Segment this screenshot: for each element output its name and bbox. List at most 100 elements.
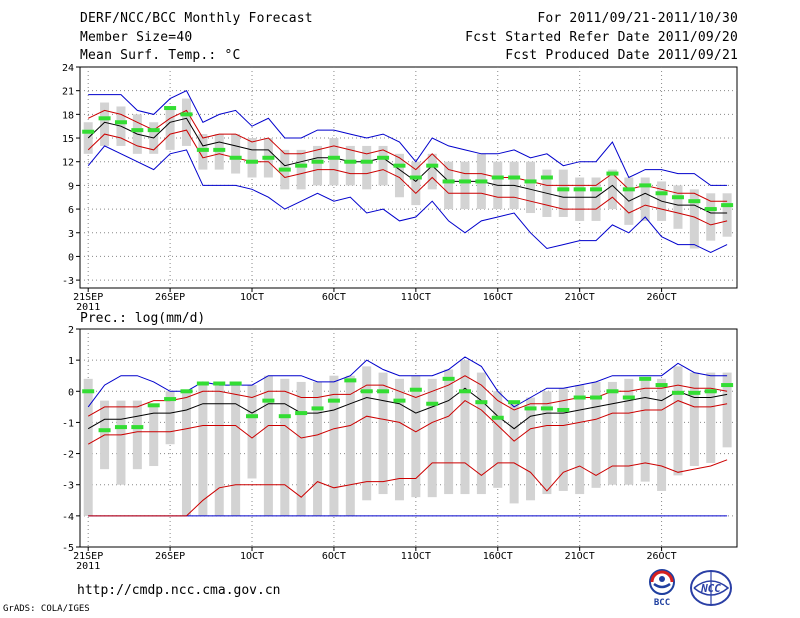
prec-spread-box (460, 360, 470, 495)
temp-spread-box (526, 161, 536, 214)
temp-x-tick-label: 21SEP (73, 292, 103, 303)
prec-x-tick-label: 26SEP (155, 551, 185, 562)
prec-observed-marker (426, 401, 439, 406)
temp-y-tick-label: 21 (62, 87, 74, 98)
prec-observed-marker (475, 400, 488, 405)
temp-spread-box (706, 193, 716, 241)
temp-observed-marker (442, 179, 455, 184)
temp-observed-marker (540, 175, 553, 180)
prec-x-tick-label: 26OCT (647, 551, 677, 562)
prec-ensemble-mean-line (87, 387, 728, 430)
prec-observed-marker (491, 415, 504, 420)
prec-observed-marker (114, 425, 127, 430)
prec-observed-marker (327, 398, 340, 403)
prec-spread-box (116, 400, 126, 485)
temp-spread-box (181, 98, 191, 146)
member-size: Member Size=40 (80, 30, 193, 45)
prec-observed-marker (409, 387, 422, 392)
temp-observed-marker (721, 203, 734, 208)
prec-spread-box (198, 381, 208, 516)
temp-observed-marker (147, 128, 160, 133)
prec-spread-box (280, 378, 290, 516)
prec-y-tick-label: -2 (62, 450, 74, 461)
temp-ensemble-upper-line (87, 109, 728, 202)
grads-credit: GrADS: COLA/IGES (3, 604, 90, 614)
temp-x-tick-label: 21OCT (565, 292, 595, 303)
prec-observed-marker (213, 381, 226, 386)
temp-observed-marker (131, 128, 144, 133)
temp-y-tick-label: 3 (68, 229, 74, 240)
temp-y-tick-label: 6 (68, 205, 74, 216)
prec-spread-box (558, 388, 568, 491)
temp-x-tick-sublabel: 2011 (76, 302, 100, 313)
prec-y-tick-label: -5 (62, 543, 74, 554)
prec-ensemble-lower-line (87, 399, 728, 445)
prec-spread-box (444, 369, 454, 495)
temp-y-tick-label: 0 (68, 252, 74, 263)
temp-observed-marker (573, 187, 586, 192)
prec-observed-marker (688, 390, 701, 395)
fcst-produced-date: Fcst Produced Date 2011/09/21 (505, 48, 738, 63)
temp-observed-marker (606, 171, 619, 176)
prec-observed-marker (442, 376, 455, 381)
temp-spread-box (640, 177, 650, 221)
temp-y-tick-label: 18 (62, 110, 74, 121)
prec-spread-box (231, 385, 241, 516)
prec-observed-marker (590, 395, 603, 400)
temp-spread-box (83, 122, 93, 154)
temp-spread-box (345, 145, 355, 186)
temp-spread-box (329, 138, 339, 186)
temp-observed-marker (688, 199, 701, 204)
prec-observed-marker (180, 389, 193, 394)
prec-observed-marker (606, 389, 619, 394)
temp-spread-box (411, 161, 421, 206)
chart-title: DERF/NCC/BCC Monthly Forecast (80, 11, 313, 26)
source-url[interactable]: http://cmdp.ncc.cma.gov.cn (77, 583, 281, 598)
prec-observed-marker (639, 376, 652, 381)
prec-observed-marker (671, 390, 684, 395)
temp-ensemble-lower-line (87, 129, 728, 226)
prec-observed-marker (377, 389, 390, 394)
prec-panel-title: Prec.: log(mm/d) (80, 311, 205, 326)
temp-y-tick-label: 15 (62, 134, 74, 145)
prec-x-tick-label: 21SEP (73, 551, 103, 562)
prec-observed-marker (344, 378, 357, 383)
prec-spread-box (706, 372, 716, 463)
temp-observed-marker (82, 129, 95, 134)
temp-observed-marker (295, 163, 308, 168)
prec-observed-marker (721, 383, 734, 388)
prec-spread-box (149, 403, 159, 467)
temp-spread-box (394, 153, 404, 198)
temp-spread-box (689, 189, 699, 249)
temp-spread-box (460, 161, 470, 210)
temp-spread-box (591, 177, 601, 221)
prec-observed-marker (573, 395, 586, 400)
prec-x-tick-label: 6OCT (322, 551, 346, 562)
prec-y-tick-label: -4 (62, 512, 74, 523)
temp-observed-marker (409, 175, 422, 180)
temp-observed-marker (327, 155, 340, 160)
temp-observed-marker (524, 179, 537, 184)
prec-spread-box (411, 375, 421, 498)
temp-observed-marker (426, 163, 439, 168)
prec-ensemble-low-band-line (88, 459, 728, 517)
prec-observed-marker (508, 400, 521, 405)
prec-x-tick-label: 11OCT (401, 551, 431, 562)
prec-spread-box (247, 385, 257, 479)
prec-x-tick-label: 1OCT (240, 551, 264, 562)
temp-observed-marker (639, 183, 652, 188)
prec-spread-box (476, 372, 486, 495)
temp-spread-box (427, 153, 437, 190)
temp-observed-marker (278, 167, 291, 172)
prec-observed-marker (311, 406, 324, 411)
temp-x-tick-label: 1OCT (240, 292, 264, 303)
temp-x-tick-label: 26SEP (155, 292, 185, 303)
prec-spread-box (83, 378, 93, 516)
temp-y-tick-label: 9 (68, 181, 74, 192)
prec-y-tick-label: 1 (68, 356, 74, 367)
prec-observed-marker (655, 383, 668, 388)
prec-spread-box (329, 375, 339, 516)
temp-spread-box (575, 177, 585, 221)
prec-plot-frame (79, 328, 738, 548)
